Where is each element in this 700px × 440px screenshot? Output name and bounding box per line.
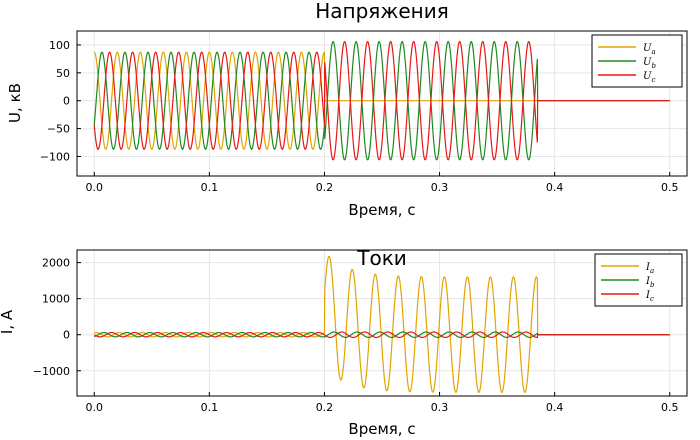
voltage-plot-frame	[76, 30, 688, 177]
current-x-tick-label: 0.4	[546, 401, 564, 414]
voltage-ticks: 0.0 0.1 0.2 0.3 0.4 0.5 −100 −50 0 50 100	[40, 39, 679, 194]
current-x-tick-label: 0.5	[661, 401, 679, 414]
voltage-chart-title: Напряжения	[315, 0, 449, 23]
voltage-x-tick-label: 0.2	[316, 181, 334, 194]
current-series-c	[93, 331, 670, 339]
voltage-x-tick-label: 0.3	[431, 181, 449, 194]
voltage-series-c	[93, 40, 670, 161]
voltage-x-tick-label: 0.0	[86, 181, 104, 194]
voltage-x-tick-label: 0.5	[661, 181, 679, 194]
current-x-tick-label: 0.2	[316, 401, 334, 414]
current-panel: 0.0 0.1 0.2 0.3 0.4 0.5 −1000 0 1000 2000 Токи Вр…	[0, 246, 688, 438]
current-legend-label-c: Ic	[645, 290, 654, 303]
voltage-y-tick-label: 100	[49, 39, 70, 52]
voltage-y-tick-label: −50	[47, 123, 70, 136]
current-y-axis-label: I, А	[0, 309, 16, 334]
current-legend-label-b: Ib	[645, 276, 655, 289]
current-y-tick-label: 0	[63, 329, 70, 342]
current-ticks: 0.0 0.1 0.2 0.3 0.4 0.5 −1000 0 1000 2000	[33, 257, 679, 414]
voltage-series	[93, 40, 670, 161]
current-x-tick-label: 0.1	[201, 401, 219, 414]
current-y-tick-label: 2000	[42, 257, 70, 270]
voltage-x-axis-label: Время, с	[348, 201, 415, 219]
voltage-y-axis-label: U, кВ	[6, 83, 24, 123]
current-chart-title: Токи	[356, 246, 407, 270]
voltage-panel: 0.0 0.1 0.2 0.3 0.4 0.5 −100 −50 0 50 100 Напряжен…	[6, 0, 688, 219]
current-x-axis-label: Время, с	[348, 420, 415, 438]
current-series	[93, 255, 670, 394]
current-y-tick-label: 1000	[42, 293, 70, 306]
current-plot-frame	[76, 249, 688, 397]
voltage-y-tick-label: 0	[63, 95, 70, 108]
voltage-x-tick-label: 0.4	[546, 181, 564, 194]
voltage-y-tick-label: 50	[56, 67, 70, 80]
voltage-y-tick-label: −100	[40, 150, 70, 163]
voltage-x-tick-label: 0.1	[201, 181, 219, 194]
current-x-tick-label: 0.3	[431, 401, 449, 414]
current-x-tick-label: 0.0	[86, 401, 104, 414]
current-legend-label-a: Ia	[645, 262, 654, 275]
current-y-tick-label: −1000	[33, 365, 70, 378]
current-series-a	[94, 255, 670, 394]
